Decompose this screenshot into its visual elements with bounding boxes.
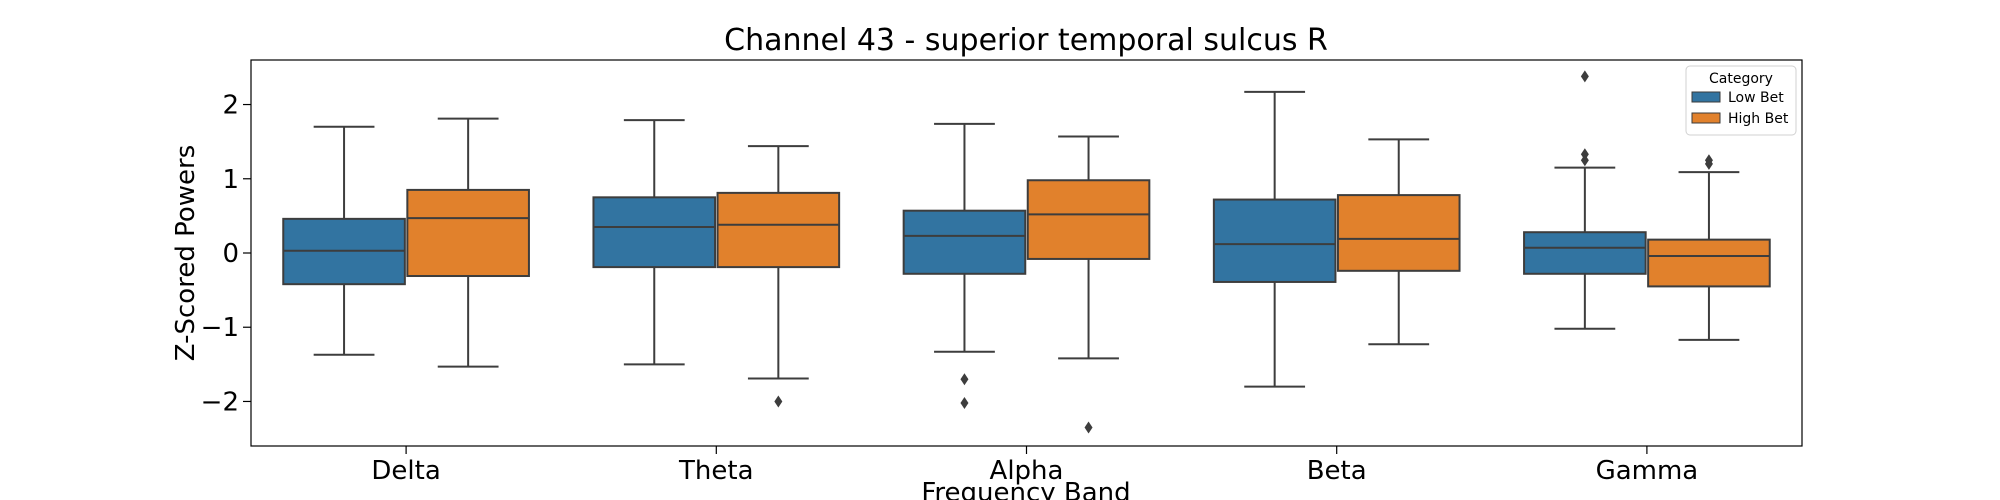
box-theta-high-bet	[716, 145, 841, 408]
box-delta-high-bet	[406, 117, 530, 368]
x-tick-label-beta: Beta	[1307, 456, 1367, 486]
box-gamma-low-bet	[1523, 70, 1647, 330]
x-tick-label-theta: Theta	[678, 456, 753, 486]
legend-label-low-bet: Low Bet	[1728, 90, 1784, 106]
outlier-point	[774, 395, 783, 408]
x-tick-label-alpha: Alpha	[990, 456, 1064, 486]
x-tick-label-delta: Delta	[371, 456, 440, 486]
x-tick-label-gamma: Gamma	[1596, 456, 1699, 486]
legend-swatch-high-bet	[1691, 112, 1721, 124]
box-theta-low-bet	[592, 119, 717, 366]
legend-title: Category	[1709, 71, 1773, 87]
outlier-point	[960, 373, 969, 386]
legend: Category Low Bet High Bet	[1685, 65, 1797, 136]
y-tick-label: 1	[222, 165, 239, 195]
box-body	[406, 188, 530, 278]
plot-area	[282, 70, 1771, 434]
box-body	[716, 191, 841, 269]
y-tick-label: −1	[201, 313, 239, 343]
box-gamma-high-bet	[1647, 154, 1771, 341]
outlier-point	[1580, 70, 1589, 83]
x-axis: Delta Theta Alpha Beta Gamma	[371, 446, 1698, 486]
y-tick-label: 2	[222, 91, 239, 121]
box-body	[1523, 231, 1647, 275]
legend-label-high-bet: High Bet	[1728, 111, 1789, 127]
outlier-point	[1084, 421, 1093, 434]
outlier-point	[1580, 154, 1589, 167]
box-delta-low-bet	[282, 125, 406, 356]
box-alpha-high-bet	[1026, 135, 1151, 434]
y-tick-label: 0	[222, 239, 239, 269]
plot-frame	[250, 59, 1803, 447]
box-body	[592, 196, 717, 269]
box-body	[1647, 238, 1771, 288]
outlier-point	[960, 396, 969, 409]
box-body	[1336, 194, 1461, 272]
box-body	[1026, 179, 1151, 260]
x-axis-label: Frequency Band	[921, 478, 1130, 500]
box-beta-high-bet	[1336, 138, 1461, 346]
y-tick-label: −2	[201, 387, 239, 417]
box-body	[1212, 198, 1337, 283]
y-axis-label: Z-Scored Powers	[171, 145, 201, 361]
box-alpha-low-bet	[902, 122, 1027, 409]
chart-title: Channel 43 - superior temporal sulcus R	[724, 23, 1328, 58]
outlier-point	[1704, 154, 1713, 167]
box-body	[902, 209, 1027, 275]
y-axis: −2 −1 0 1 2	[201, 91, 251, 417]
legend-swatch-low-bet	[1691, 91, 1721, 103]
box-beta-low-bet	[1212, 90, 1337, 388]
